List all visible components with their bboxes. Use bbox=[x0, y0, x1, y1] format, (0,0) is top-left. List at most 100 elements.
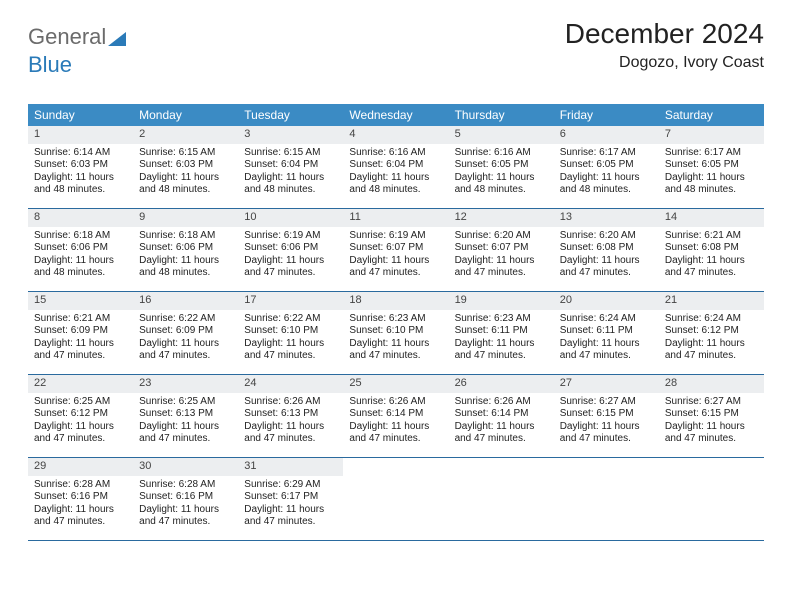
day-body: Sunrise: 6:28 AMSunset: 6:16 PMDaylight:… bbox=[133, 476, 238, 535]
day-cell: 13Sunrise: 6:20 AMSunset: 6:08 PMDayligh… bbox=[554, 209, 659, 291]
day-cell: 17Sunrise: 6:22 AMSunset: 6:10 PMDayligh… bbox=[238, 292, 343, 374]
daylight-text: and 47 minutes. bbox=[665, 267, 758, 280]
logo-text-2: Blue bbox=[28, 52, 72, 77]
sunset-text: Sunset: 6:10 PM bbox=[244, 325, 337, 338]
day-number: 23 bbox=[133, 375, 238, 393]
daylight-text: and 47 minutes. bbox=[560, 433, 653, 446]
sunrise-text: Sunrise: 6:22 AM bbox=[139, 313, 232, 326]
day-number: 22 bbox=[28, 375, 133, 393]
sunrise-text: Sunrise: 6:16 AM bbox=[455, 147, 548, 160]
daylight-text: Daylight: 11 hours bbox=[349, 338, 442, 351]
daylight-text: Daylight: 11 hours bbox=[665, 172, 758, 185]
daylight-text: Daylight: 11 hours bbox=[244, 172, 337, 185]
sunset-text: Sunset: 6:14 PM bbox=[455, 408, 548, 421]
daylight-text: Daylight: 11 hours bbox=[455, 255, 548, 268]
day-body: Sunrise: 6:27 AMSunset: 6:15 PMDaylight:… bbox=[659, 393, 764, 452]
day-cell: 30Sunrise: 6:28 AMSunset: 6:16 PMDayligh… bbox=[133, 458, 238, 540]
day-number: 26 bbox=[449, 375, 554, 393]
sunset-text: Sunset: 6:06 PM bbox=[139, 242, 232, 255]
sunset-text: Sunset: 6:06 PM bbox=[244, 242, 337, 255]
sunrise-text: Sunrise: 6:23 AM bbox=[455, 313, 548, 326]
daylight-text: and 47 minutes. bbox=[665, 350, 758, 363]
day-cell bbox=[659, 458, 764, 540]
logo: General Blue bbox=[28, 24, 126, 78]
daylight-text: Daylight: 11 hours bbox=[665, 338, 758, 351]
sunrise-text: Sunrise: 6:20 AM bbox=[560, 230, 653, 243]
sunset-text: Sunset: 6:07 PM bbox=[455, 242, 548, 255]
daylight-text: and 48 minutes. bbox=[244, 184, 337, 197]
location: Dogozo, Ivory Coast bbox=[565, 54, 764, 72]
day-cell: 20Sunrise: 6:24 AMSunset: 6:11 PMDayligh… bbox=[554, 292, 659, 374]
day-body: Sunrise: 6:17 AMSunset: 6:05 PMDaylight:… bbox=[659, 144, 764, 203]
day-body: Sunrise: 6:16 AMSunset: 6:04 PMDaylight:… bbox=[343, 144, 448, 203]
day-body: Sunrise: 6:24 AMSunset: 6:11 PMDaylight:… bbox=[554, 310, 659, 369]
daylight-text: Daylight: 11 hours bbox=[34, 172, 127, 185]
sunrise-text: Sunrise: 6:28 AM bbox=[139, 479, 232, 492]
logo-triangle-icon bbox=[108, 26, 126, 52]
day-body: Sunrise: 6:18 AMSunset: 6:06 PMDaylight:… bbox=[133, 227, 238, 286]
daylight-text: Daylight: 11 hours bbox=[34, 504, 127, 517]
day-cell bbox=[449, 458, 554, 540]
daylight-text: and 47 minutes. bbox=[34, 350, 127, 363]
day-number: 14 bbox=[659, 209, 764, 227]
sunset-text: Sunset: 6:15 PM bbox=[560, 408, 653, 421]
weekday-thursday: Thursday bbox=[449, 104, 554, 126]
day-cell: 31Sunrise: 6:29 AMSunset: 6:17 PMDayligh… bbox=[238, 458, 343, 540]
day-cell: 18Sunrise: 6:23 AMSunset: 6:10 PMDayligh… bbox=[343, 292, 448, 374]
sunset-text: Sunset: 6:07 PM bbox=[349, 242, 442, 255]
day-body: Sunrise: 6:22 AMSunset: 6:10 PMDaylight:… bbox=[238, 310, 343, 369]
daylight-text: Daylight: 11 hours bbox=[34, 338, 127, 351]
day-number: 31 bbox=[238, 458, 343, 476]
sunrise-text: Sunrise: 6:25 AM bbox=[34, 396, 127, 409]
header-right: December 2024 Dogozo, Ivory Coast bbox=[565, 18, 764, 72]
daylight-text: Daylight: 11 hours bbox=[139, 338, 232, 351]
daylight-text: and 47 minutes. bbox=[455, 433, 548, 446]
day-number: 28 bbox=[659, 375, 764, 393]
day-number: 5 bbox=[449, 126, 554, 144]
day-number: 18 bbox=[343, 292, 448, 310]
day-cell: 3Sunrise: 6:15 AMSunset: 6:04 PMDaylight… bbox=[238, 126, 343, 208]
logo-text-1: General bbox=[28, 24, 106, 49]
day-cell: 23Sunrise: 6:25 AMSunset: 6:13 PMDayligh… bbox=[133, 375, 238, 457]
sunset-text: Sunset: 6:03 PM bbox=[34, 159, 127, 172]
day-cell: 9Sunrise: 6:18 AMSunset: 6:06 PMDaylight… bbox=[133, 209, 238, 291]
daylight-text: Daylight: 11 hours bbox=[455, 338, 548, 351]
sunrise-text: Sunrise: 6:21 AM bbox=[34, 313, 127, 326]
sunset-text: Sunset: 6:03 PM bbox=[139, 159, 232, 172]
day-number: 1 bbox=[28, 126, 133, 144]
sunset-text: Sunset: 6:09 PM bbox=[34, 325, 127, 338]
sunrise-text: Sunrise: 6:26 AM bbox=[349, 396, 442, 409]
daylight-text: Daylight: 11 hours bbox=[139, 172, 232, 185]
daylight-text: and 47 minutes. bbox=[560, 267, 653, 280]
sunrise-text: Sunrise: 6:17 AM bbox=[560, 147, 653, 160]
daylight-text: and 47 minutes. bbox=[244, 516, 337, 529]
day-number: 27 bbox=[554, 375, 659, 393]
sunset-text: Sunset: 6:11 PM bbox=[560, 325, 653, 338]
day-cell: 15Sunrise: 6:21 AMSunset: 6:09 PMDayligh… bbox=[28, 292, 133, 374]
sunset-text: Sunset: 6:05 PM bbox=[665, 159, 758, 172]
daylight-text: Daylight: 11 hours bbox=[244, 255, 337, 268]
daylight-text: Daylight: 11 hours bbox=[455, 421, 548, 434]
sunrise-text: Sunrise: 6:14 AM bbox=[34, 147, 127, 160]
weekday-wednesday: Wednesday bbox=[343, 104, 448, 126]
day-body: Sunrise: 6:20 AMSunset: 6:08 PMDaylight:… bbox=[554, 227, 659, 286]
sunrise-text: Sunrise: 6:22 AM bbox=[244, 313, 337, 326]
daylight-text: and 48 minutes. bbox=[139, 267, 232, 280]
day-body: Sunrise: 6:19 AMSunset: 6:06 PMDaylight:… bbox=[238, 227, 343, 286]
sunrise-text: Sunrise: 6:19 AM bbox=[349, 230, 442, 243]
day-cell: 27Sunrise: 6:27 AMSunset: 6:15 PMDayligh… bbox=[554, 375, 659, 457]
day-cell: 24Sunrise: 6:26 AMSunset: 6:13 PMDayligh… bbox=[238, 375, 343, 457]
sunset-text: Sunset: 6:11 PM bbox=[455, 325, 548, 338]
daylight-text: Daylight: 11 hours bbox=[34, 421, 127, 434]
daylight-text: and 47 minutes. bbox=[244, 267, 337, 280]
daylight-text: and 47 minutes. bbox=[349, 267, 442, 280]
daylight-text: Daylight: 11 hours bbox=[560, 421, 653, 434]
day-number: 13 bbox=[554, 209, 659, 227]
daylight-text: Daylight: 11 hours bbox=[34, 255, 127, 268]
sunrise-text: Sunrise: 6:17 AM bbox=[665, 147, 758, 160]
daylight-text: and 48 minutes. bbox=[455, 184, 548, 197]
sunset-text: Sunset: 6:13 PM bbox=[139, 408, 232, 421]
sunrise-text: Sunrise: 6:15 AM bbox=[139, 147, 232, 160]
daylight-text: Daylight: 11 hours bbox=[560, 255, 653, 268]
day-body: Sunrise: 6:20 AMSunset: 6:07 PMDaylight:… bbox=[449, 227, 554, 286]
